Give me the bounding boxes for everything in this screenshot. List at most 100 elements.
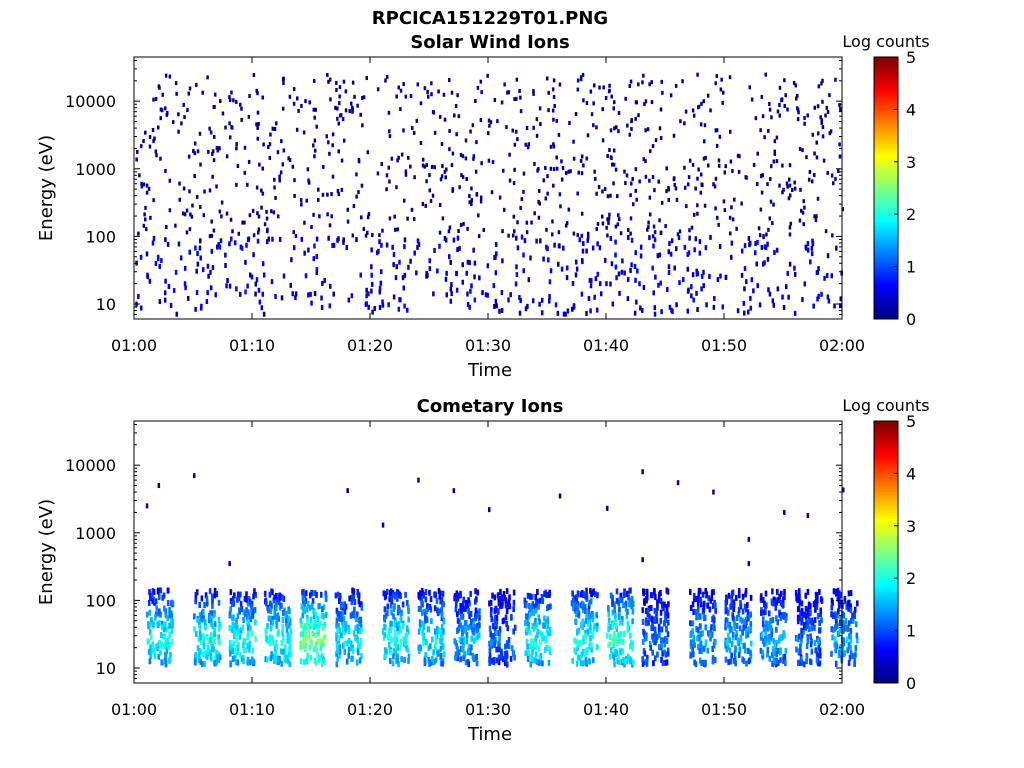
heatmap-cell: [611, 600, 614, 607]
heatmap-cell: [784, 93, 787, 98]
heatmap-cell: [302, 588, 305, 595]
heatmap-cell: [487, 131, 490, 136]
heatmap-cell: [526, 303, 529, 309]
heatmap-cell: [725, 607, 729, 614]
heatmap-cell: [253, 588, 256, 595]
heatmap-cell: [342, 79, 346, 84]
heatmap-cell: [490, 607, 493, 614]
heatmap-cell: [159, 587, 163, 594]
heatmap-cell: [816, 613, 820, 620]
heatmap-cell: [530, 220, 533, 225]
heatmap-cell: [761, 649, 765, 656]
heatmap-cell: [745, 660, 748, 667]
heatmap-cell: [249, 625, 252, 632]
heatmap-cell: [766, 241, 769, 247]
heatmap-cell: [346, 219, 350, 224]
heatmap-cell: [144, 227, 148, 232]
heatmap-cell: [370, 288, 373, 294]
heatmap-cell: [472, 654, 475, 661]
heatmap-cell: [798, 599, 802, 606]
heatmap-cell: [576, 191, 579, 196]
heatmap-cell: [510, 645, 514, 652]
heatmap-cell: [404, 169, 408, 174]
heatmap-cell: [210, 248, 214, 254]
heatmap-cell: [775, 626, 778, 633]
heatmap-cell: [793, 180, 796, 185]
heatmap-cell: [671, 308, 674, 314]
heatmap-cell: [641, 557, 644, 563]
heatmap-cell: [761, 261, 765, 267]
heatmap-cell: [282, 595, 286, 602]
heatmap-cell: [842, 487, 845, 493]
heatmap-cell: [549, 268, 553, 274]
heatmap-cell: [185, 208, 189, 213]
heatmap-cell: [509, 655, 513, 662]
heatmap-cell: [722, 199, 726, 204]
heatmap-cell: [667, 197, 670, 202]
heatmap-cell: [761, 597, 765, 604]
heatmap-cell: [654, 594, 657, 601]
colorbar-segment: [874, 295, 898, 299]
heatmap-cell: [268, 142, 272, 147]
heatmap-cell: [210, 610, 214, 617]
heatmap-cell: [212, 105, 216, 110]
heatmap-cell: [279, 593, 283, 600]
heatmap-cell: [854, 621, 858, 628]
heatmap-cell: [734, 660, 737, 667]
heatmap-cell: [571, 280, 575, 286]
heatmap-cell: [778, 649, 782, 656]
heatmap-cell: [402, 641, 406, 648]
heatmap-cell: [246, 182, 249, 187]
heatmap-cell: [209, 617, 212, 624]
heatmap-cell: [149, 647, 153, 654]
heatmap-cell: [830, 273, 834, 279]
heatmap-cell: [206, 263, 210, 269]
heatmap-cell: [582, 591, 586, 598]
heatmap-cell: [780, 98, 783, 103]
heatmap-cell: [567, 169, 571, 174]
heatmap-cell: [548, 298, 551, 304]
heatmap-cell: [820, 617, 823, 624]
heatmap-cell: [537, 189, 541, 194]
heatmap-cell: [610, 637, 614, 644]
heatmap-cell: [501, 258, 504, 264]
heatmap-cell: [315, 236, 319, 242]
heatmap-cell: [359, 112, 362, 117]
heatmap-cell: [542, 622, 545, 629]
colorbar-segment: [874, 72, 898, 76]
heatmap-cell: [668, 304, 672, 310]
heatmap-cell: [303, 250, 306, 256]
heatmap-cell: [516, 137, 519, 142]
heatmap-cell: [152, 235, 156, 241]
heatmap-cell: [495, 615, 499, 622]
heatmap-cell: [790, 188, 794, 193]
colorbar-segment: [874, 431, 898, 435]
heatmap-cell: [279, 648, 283, 655]
heatmap-cell: [815, 270, 819, 276]
heatmap-cell: [504, 597, 508, 604]
heatmap-cell: [403, 244, 406, 250]
heatmap-cell: [220, 200, 224, 205]
heatmap-cell: [322, 635, 325, 642]
heatmap-cell: [312, 107, 316, 112]
colorbar-tick-label: 1: [906, 622, 916, 641]
heatmap-cell: [438, 593, 442, 600]
heatmap-cell: [734, 594, 738, 601]
heatmap-cell: [313, 154, 316, 159]
heatmap-cell: [450, 291, 453, 297]
heatmap-cell: [151, 127, 155, 132]
heatmap-cell: [638, 179, 641, 184]
heatmap-cell: [384, 647, 387, 654]
heatmap-cell: [621, 638, 624, 645]
heatmap-cell: [265, 600, 268, 607]
heatmap-cell: [527, 277, 531, 283]
colorbar-segment: [874, 601, 898, 605]
heatmap-cell: [314, 107, 317, 112]
heatmap-cell: [436, 627, 440, 634]
heatmap-cell: [783, 588, 786, 595]
heatmap-cell: [477, 234, 481, 239]
heatmap-cell: [828, 131, 832, 136]
heatmap-cell: [285, 626, 289, 633]
heatmap-cell: [548, 294, 551, 300]
heatmap-cell: [644, 128, 647, 133]
